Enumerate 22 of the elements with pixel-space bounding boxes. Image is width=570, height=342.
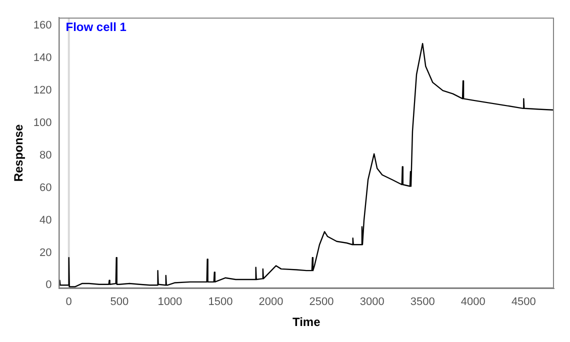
y-tick-label: 40 (40, 214, 52, 226)
x-tick-label: 1500 (208, 296, 233, 308)
y-tick-label: 140 (33, 52, 52, 64)
y-tick-label: 0 (46, 279, 52, 292)
y-tick-label: 100 (33, 117, 52, 130)
y-tick-label: 80 (40, 149, 52, 162)
y-tick-label: 60 (40, 182, 52, 194)
y-tick-label: 20 (40, 246, 52, 259)
y-tick-label: 120 (33, 84, 52, 97)
x-tick-label: 4500 (511, 296, 536, 308)
x-tick-label: 500 (110, 296, 129, 308)
x-tick-label: 4000 (460, 296, 486, 308)
y-axis-title: Response (12, 124, 26, 182)
x-tick-label: 2500 (309, 296, 334, 308)
x-tick-label: 2000 (258, 296, 284, 308)
chart-title: Flow cell 1 (66, 20, 127, 34)
x-axis-title: Time (292, 315, 321, 330)
x-tick-label: 1000 (158, 296, 182, 308)
y-tick-label: 160 (33, 20, 52, 32)
x-tick-label: 3000 (360, 296, 384, 308)
x-tick-label: 0 (66, 296, 72, 308)
x-tick-label: 3500 (410, 296, 435, 308)
